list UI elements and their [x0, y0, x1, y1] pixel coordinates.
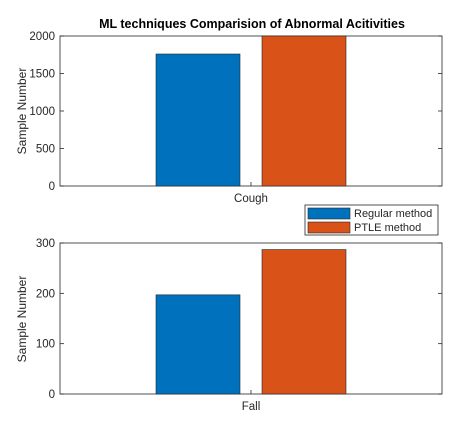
- top-ytick-label: 1500: [29, 69, 55, 81]
- bottom-plot-axes-box: [59, 242, 443, 395]
- bottom-bar-ptle: [261, 249, 347, 395]
- legend-swatch-regular: [307, 207, 351, 220]
- top-plot-xticks: Cough: [234, 182, 268, 205]
- top-ytick-label: 500: [36, 144, 55, 156]
- top-bar-ptle: [261, 35, 347, 187]
- legend-label-regular: Regular method: [354, 208, 432, 220]
- bottom-plot-yticks: 0 100 200 300: [36, 238, 442, 401]
- top-ytick-label: 2000: [29, 31, 55, 43]
- top-y-axis-label: Sample Number: [15, 68, 29, 155]
- bottom-plot: 0 100 200 300 Fall Sample Number: [15, 238, 443, 413]
- legend: Regular method PTLE method: [304, 204, 439, 236]
- legend-label-ptle: PTLE method: [354, 222, 421, 234]
- top-plot-yticks: 0 500 1000 1500 2000: [29, 31, 442, 193]
- bottom-plot-bars: [155, 249, 347, 395]
- top-plot-bars: [155, 35, 347, 187]
- top-ytick-label: 0: [49, 181, 55, 193]
- bottom-ytick-label: 300: [36, 238, 55, 250]
- bottom-plot-xticks: Fall: [242, 390, 261, 413]
- legend-swatch-ptle: [307, 221, 351, 234]
- top-chart-title: ML techniques Comparision of Abnormal Ac…: [99, 17, 405, 31]
- bottom-xtick-label: Fall: [242, 401, 261, 413]
- top-plot-axes-box: [59, 35, 443, 187]
- bottom-ytick-label: 100: [36, 339, 55, 351]
- top-plot: ML techniques Comparision of Abnormal Ac…: [15, 17, 443, 205]
- bottom-ytick-label: 200: [36, 288, 55, 300]
- bottom-bar-regular: [155, 294, 241, 395]
- bottom-y-axis-label: Sample Number: [15, 276, 29, 363]
- top-xtick-label: Cough: [234, 193, 268, 205]
- top-bar-regular: [155, 53, 241, 187]
- top-ytick-label: 1000: [29, 106, 55, 118]
- bottom-ytick-label: 0: [49, 389, 55, 401]
